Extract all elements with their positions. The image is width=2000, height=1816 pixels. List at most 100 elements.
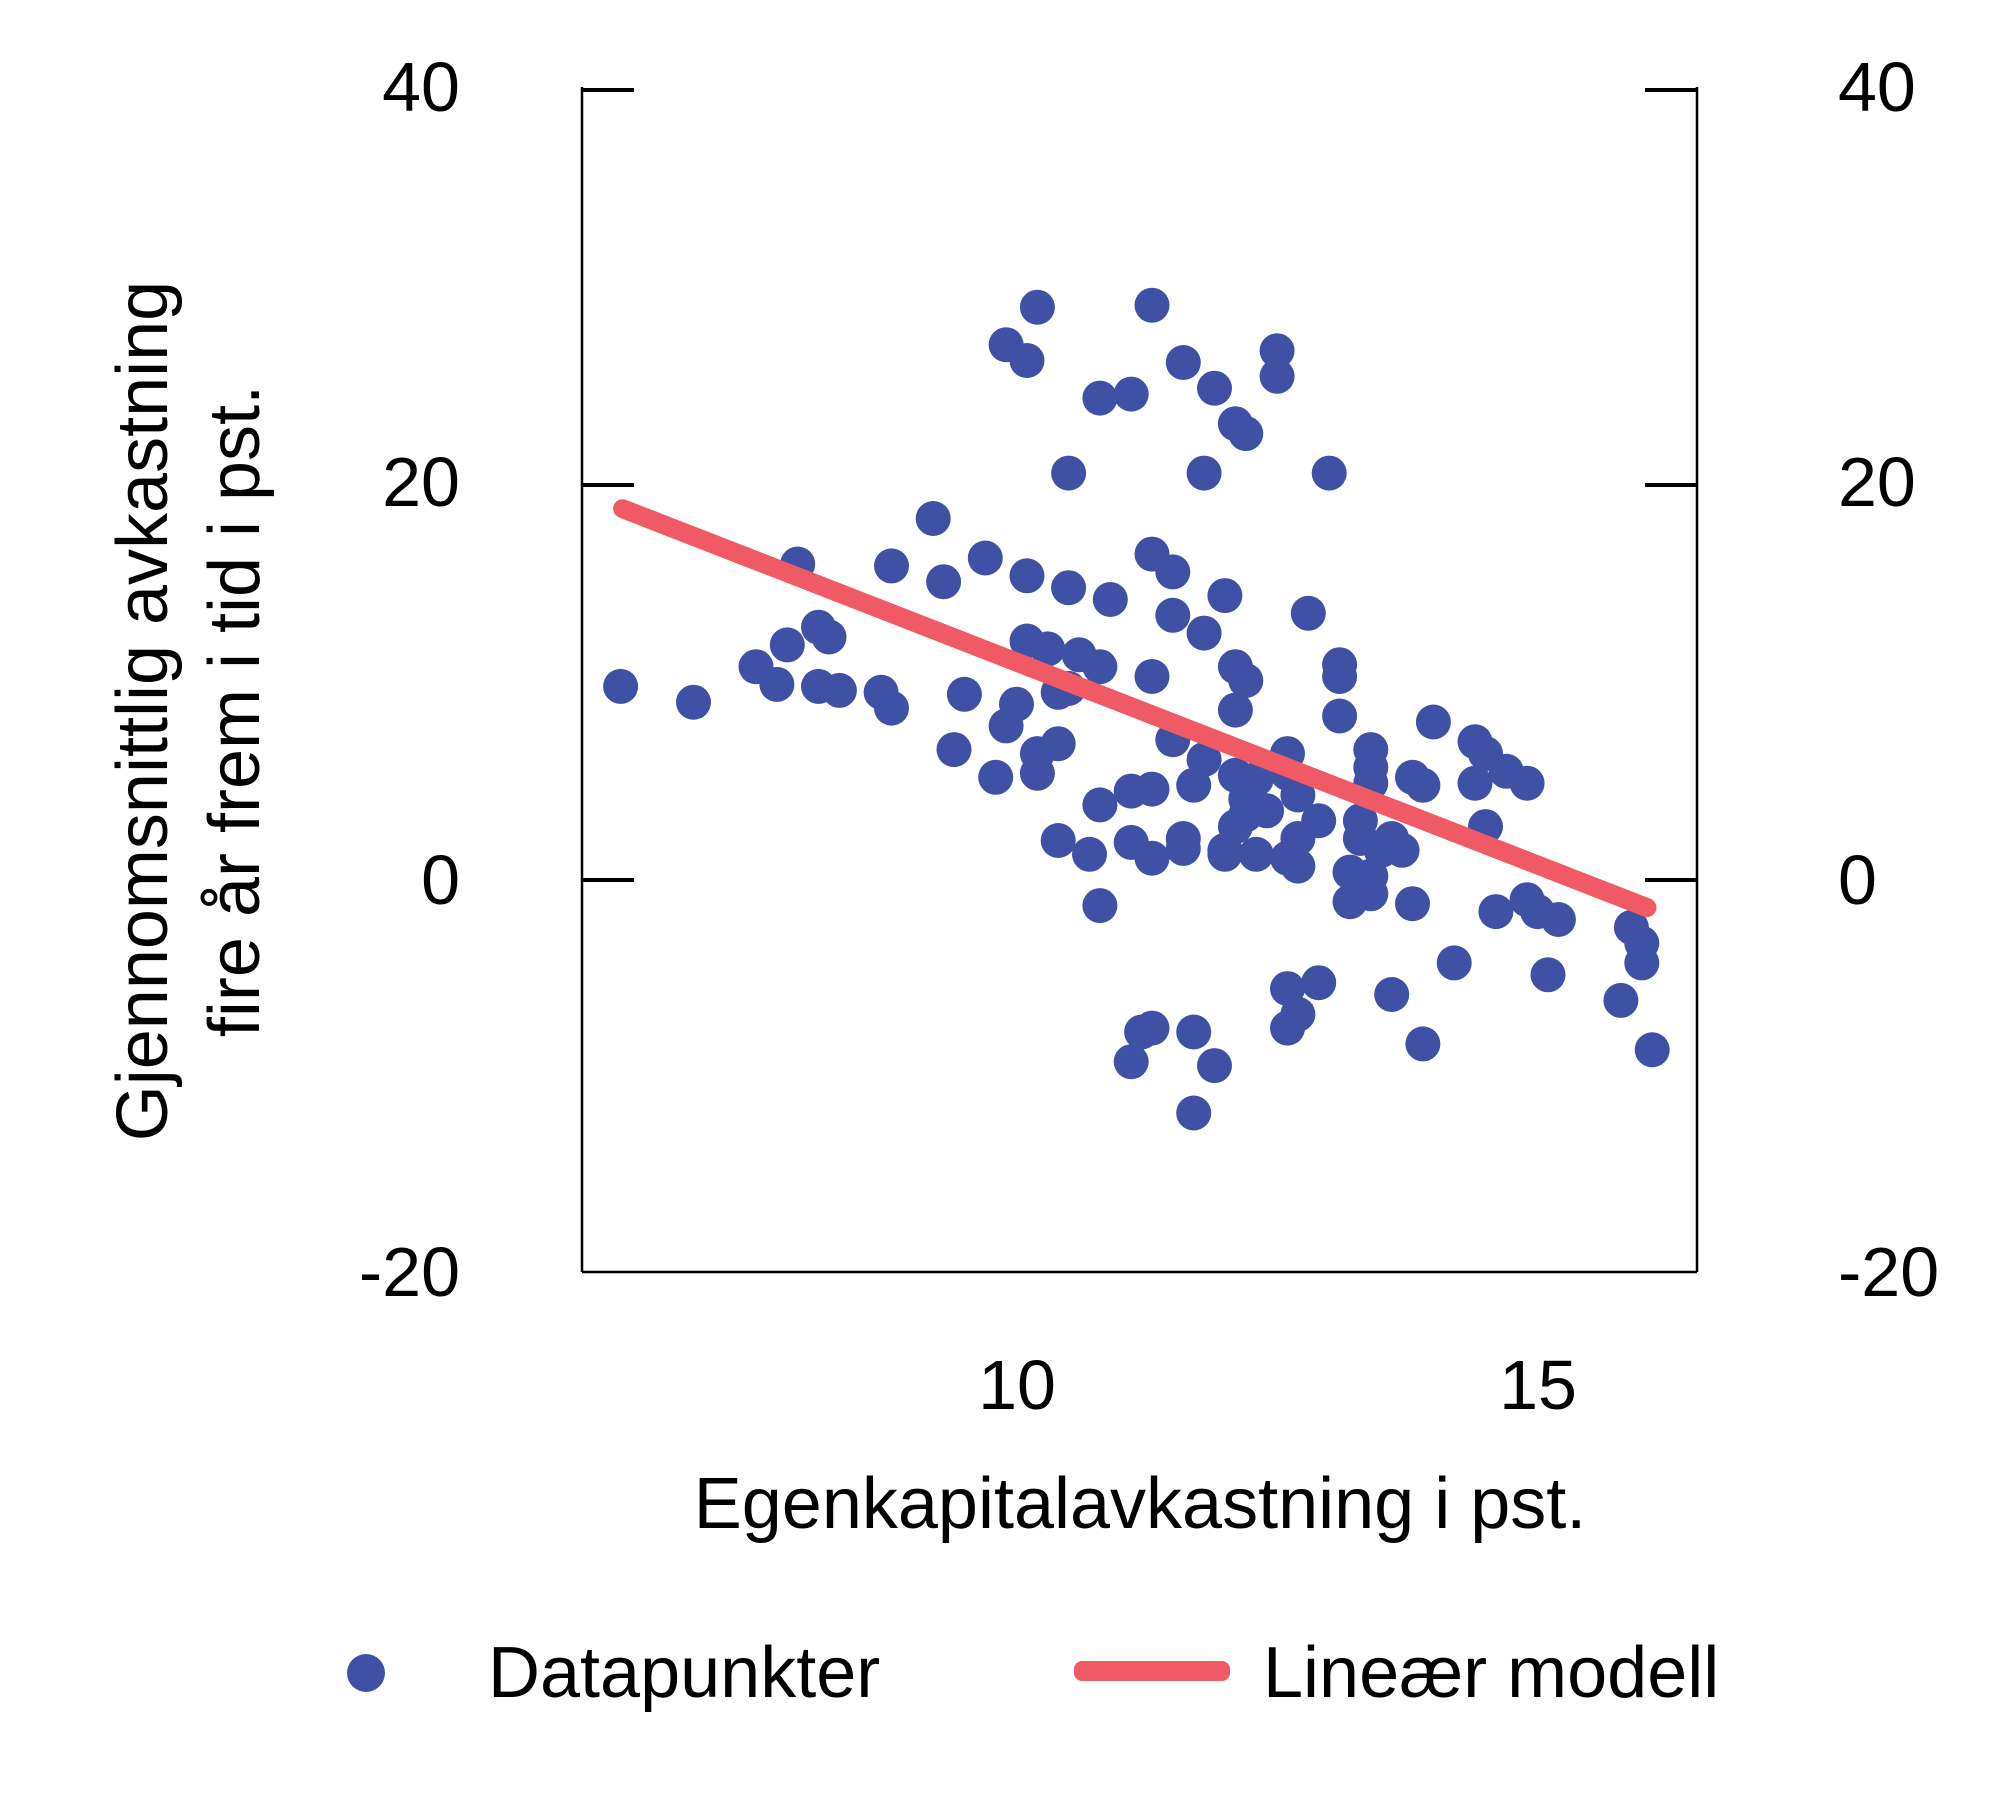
data-point [1009, 558, 1045, 594]
legend-model-marker-icon [1074, 1661, 1230, 1681]
legend-model-label: Lineær modell [1263, 1633, 1720, 1713]
data-point [1113, 376, 1149, 412]
data-point [759, 666, 795, 702]
data-point [874, 690, 909, 726]
data-point [1155, 554, 1191, 590]
data-point [1186, 455, 1222, 491]
data-point [1186, 615, 1222, 651]
data-point [1207, 578, 1243, 614]
data-point [1270, 1010, 1305, 1046]
data-point [1155, 597, 1191, 633]
data-point [1603, 982, 1639, 1018]
data-point [1134, 659, 1170, 694]
data-point [1176, 1095, 1212, 1131]
data-point [1436, 945, 1472, 981]
data-point [1051, 570, 1087, 606]
data-point [1217, 692, 1253, 728]
data-point [1113, 1044, 1149, 1080]
x-tick-label-15: 15 [1499, 1346, 1577, 1424]
data-point [1322, 698, 1358, 734]
data-point [1134, 840, 1170, 876]
y-axis-title-line1: Gjennomsnittlig avkastning [103, 280, 183, 1142]
data-point [811, 619, 847, 655]
x-axis-title: Egenkapitalavkastning i pst. [693, 1464, 1587, 1544]
data-point [1290, 595, 1326, 631]
y-axis-title: Gjennomsnittlig avkastning fire år frem … [97, 211, 287, 1211]
data-point [1082, 380, 1118, 416]
data-point [1072, 836, 1107, 872]
y-tick-label-left-20: 20 [382, 443, 460, 521]
data-point [978, 759, 1014, 795]
data-point [1280, 848, 1316, 884]
data-point [1134, 771, 1170, 807]
x-tick-label-10: 10 [978, 1346, 1056, 1424]
data-point [1301, 803, 1337, 839]
y-axis-title-line2: fire år frem i tid i pst. [195, 384, 275, 1038]
data-point [676, 684, 711, 720]
data-point [1176, 767, 1212, 803]
data-point [1374, 977, 1410, 1012]
legend-datapoints-label: Datapunkter [488, 1633, 881, 1713]
data-point [1134, 287, 1170, 323]
data-point [1353, 876, 1389, 912]
data-point [1238, 836, 1274, 872]
data-point [926, 564, 962, 600]
data-point [1082, 787, 1118, 823]
data-point [1249, 793, 1285, 829]
data-point [1478, 894, 1514, 930]
data-point [1238, 761, 1274, 797]
data-point [967, 540, 1003, 576]
data-point [1165, 830, 1201, 866]
data-point [1405, 1026, 1441, 1062]
data-point [1228, 416, 1264, 452]
data-point [1259, 333, 1295, 369]
data-point [1030, 631, 1066, 667]
data-point [1009, 343, 1045, 378]
data-point [1134, 1010, 1170, 1046]
data-point [946, 676, 982, 712]
data-point [1457, 765, 1493, 801]
data-point [1019, 289, 1055, 325]
data-point [1051, 455, 1087, 491]
data-point [1019, 755, 1055, 791]
data-point [936, 732, 972, 768]
y-tick-label-right-0: 0 [1838, 841, 1877, 919]
y-tick-label-right-40: 40 [1838, 48, 1916, 126]
data-point [1509, 765, 1545, 801]
y-tick-label-right-20: 20 [1838, 443, 1916, 521]
legend-datapoints-marker-icon [347, 1654, 385, 1692]
data-point [1322, 659, 1358, 694]
data-point [1207, 836, 1243, 872]
y-tick-label-right-m20: -20 [1838, 1233, 1940, 1311]
data-point [1165, 345, 1201, 380]
data-point [1197, 370, 1232, 406]
data-point [769, 627, 805, 663]
data-point [1082, 649, 1118, 685]
data-point [1634, 1032, 1670, 1068]
data-point [1040, 726, 1076, 762]
data-point [1395, 886, 1430, 922]
data-point [1259, 358, 1295, 394]
data-point [1384, 832, 1420, 868]
data-point [1415, 704, 1451, 740]
data-point [1301, 965, 1337, 1001]
data-point [821, 672, 857, 708]
data-point [603, 668, 639, 704]
data-point [1197, 1048, 1232, 1084]
data-point [1228, 663, 1264, 698]
data-point [1176, 1014, 1212, 1050]
data-point [1082, 888, 1118, 924]
data-point [1311, 455, 1347, 491]
data-point [1280, 777, 1316, 813]
y-tick-label-left-40: 40 [382, 48, 460, 126]
data-point [1530, 957, 1566, 993]
data-point [1405, 767, 1441, 803]
data-point [1092, 582, 1128, 617]
y-tick-label-left-m20: -20 [358, 1233, 460, 1311]
data-point [1040, 823, 1076, 858]
data-point [988, 708, 1024, 744]
data-point [915, 501, 951, 536]
data-point [1624, 945, 1660, 981]
